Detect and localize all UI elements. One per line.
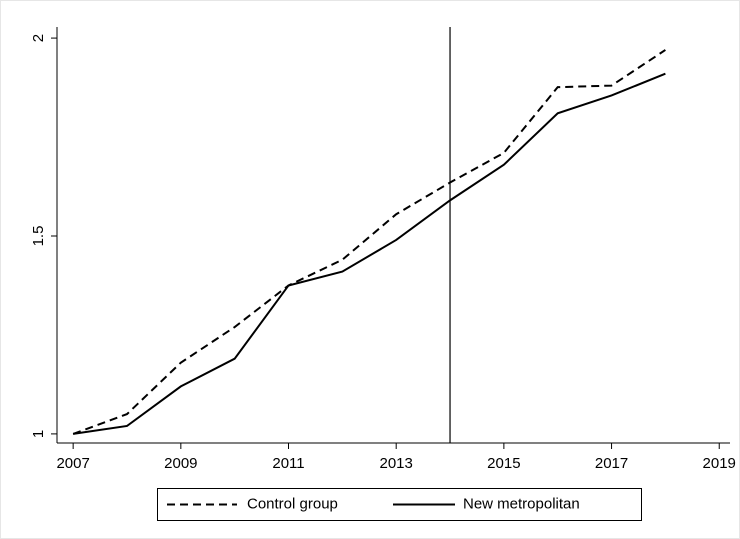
series-line <box>73 72 666 435</box>
x-tick-label: 2019 <box>703 455 736 472</box>
legend-label: New metropolitan <box>463 495 580 512</box>
x-tick-label: 2007 <box>56 455 89 472</box>
x-tick-label: 2013 <box>380 455 413 472</box>
x-tick-label: 2009 <box>164 455 197 472</box>
series-line <box>72 49 666 435</box>
x-tick-label: 2017 <box>595 455 628 472</box>
y-tick-label: 2 <box>30 34 47 42</box>
legend-label: Control group <box>247 495 338 512</box>
y-tick-label: 1 <box>30 430 47 438</box>
y-tick-label: 1.5 <box>30 226 47 247</box>
legend: Control group New metropolitan <box>157 488 642 521</box>
x-tick-label: 2015 <box>487 455 520 472</box>
x-tick-label: 2011 <box>272 455 304 472</box>
